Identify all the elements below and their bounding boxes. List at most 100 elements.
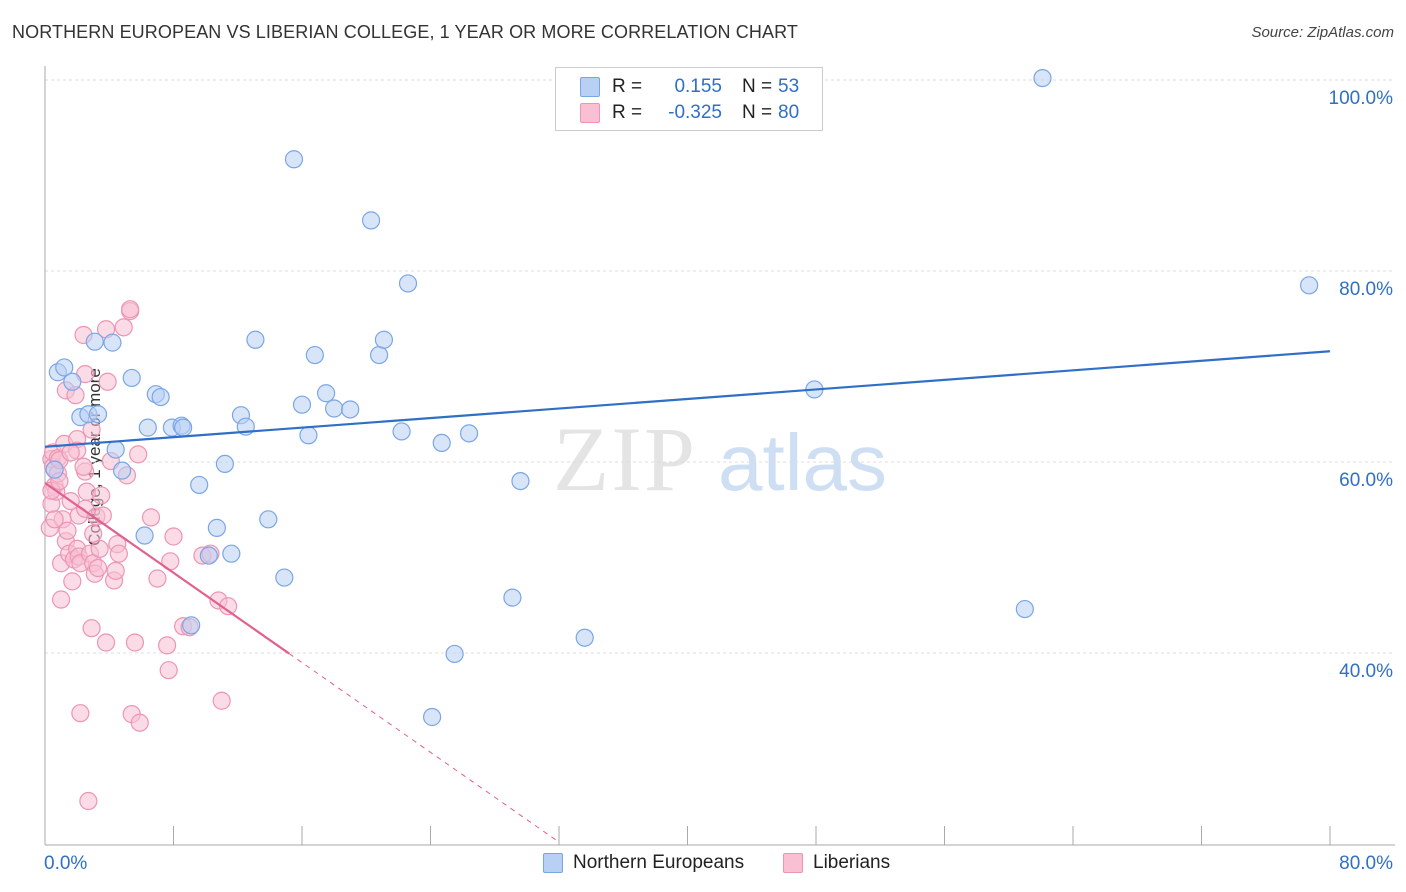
- legend-n-value: 80: [778, 102, 800, 123]
- liberian-point: [45, 510, 64, 529]
- legend-n-label: N =: [742, 76, 773, 97]
- bottom-legend-label: Northern Europeans: [573, 852, 745, 873]
- northern-european-point: [138, 418, 157, 437]
- legend-swatch-pink: [580, 103, 600, 123]
- northern-european-point: [222, 544, 241, 563]
- liberian-point: [79, 791, 98, 811]
- northern-european-point: [432, 433, 451, 452]
- liberian-point: [82, 619, 101, 638]
- x-tick-label-min: 0.0%: [44, 853, 87, 874]
- y-tick-label: 100.0%: [1329, 88, 1394, 109]
- liberian-point: [74, 457, 93, 476]
- northern-european-point: [174, 418, 193, 437]
- chart-title: NORTHERN EUROPEAN VS LIBERIAN COLLEGE, 1…: [12, 22, 798, 42]
- northern-european-point: [85, 332, 104, 351]
- liberian-point: [88, 558, 108, 578]
- northern-european-point: [305, 345, 324, 365]
- legend-n-label: N =: [742, 102, 773, 123]
- liberian-point: [58, 521, 77, 540]
- northern-european-point: [151, 387, 170, 407]
- liberian-point: [61, 443, 80, 462]
- liberian-point: [125, 633, 145, 652]
- northern-european-point: [511, 472, 530, 491]
- northern-european-point: [503, 588, 522, 607]
- liberian-point: [63, 572, 82, 591]
- northern-european-point: [361, 211, 381, 230]
- liberian-point: [130, 713, 149, 732]
- y-tick-label: 60.0%: [1339, 470, 1393, 491]
- y-tick-label: 80.0%: [1339, 279, 1393, 300]
- liberian-point: [157, 636, 177, 655]
- northern-european-point: [122, 368, 141, 388]
- bottom-legend-label: Liberians: [813, 852, 891, 873]
- northern-european-point: [423, 707, 442, 727]
- northern-european-point: [1033, 68, 1052, 88]
- liberian-point: [92, 486, 111, 505]
- liberian-point: [141, 508, 161, 527]
- liberian-point: [159, 661, 178, 680]
- northern-european-point: [398, 274, 418, 293]
- legend-row-liberians: R = -0.325 N = 80: [580, 101, 799, 125]
- northern-european-point: [284, 150, 304, 169]
- northern-european-point: [292, 395, 312, 414]
- legend-row-northern-europeans: R = 0.155 N = 53: [580, 75, 799, 99]
- northern-european-point: [135, 526, 154, 545]
- liberian-point: [71, 704, 90, 723]
- legend-swatch-blue: [580, 77, 600, 97]
- northern-european-point: [63, 372, 82, 391]
- northern-european-point: [316, 384, 336, 403]
- northern-european-point: [259, 510, 278, 529]
- legend-r-label: R =: [612, 102, 643, 123]
- northern-european-point: [190, 475, 209, 495]
- northern-european-point: [341, 400, 360, 419]
- bottom-legend-swatch-pink: [783, 853, 803, 873]
- northern-european-point: [459, 424, 479, 443]
- northern-european-point: [374, 330, 394, 349]
- northern-european-point: [199, 546, 218, 565]
- northern-european-point: [445, 644, 464, 664]
- trend-line-extension-liberians: [288, 653, 560, 843]
- liberian-point: [51, 590, 71, 609]
- northern-european-point: [275, 568, 294, 587]
- liberian-point: [212, 691, 231, 710]
- northern-european-point: [1300, 276, 1319, 295]
- liberian-point: [106, 561, 125, 580]
- liberian-point: [90, 539, 109, 559]
- bottom-legend-swatch-blue: [543, 853, 563, 873]
- northern-european-point: [112, 461, 132, 480]
- trend-line-liberians: [44, 482, 290, 655]
- legend-n-value: 53: [778, 76, 800, 97]
- northern-european-point: [325, 399, 344, 418]
- northern-european-point: [103, 333, 122, 352]
- liberian-point: [114, 318, 133, 337]
- stats-legend: R = 0.155 N = 53 R = -0.325 N = 80: [555, 67, 823, 131]
- northern-european-point: [246, 330, 265, 349]
- northern-european-point: [55, 358, 74, 377]
- northern-european-point: [106, 440, 125, 459]
- legend-r-label: R =: [612, 76, 643, 97]
- liberian-point: [164, 527, 183, 546]
- liberian-point: [98, 372, 117, 391]
- northern-european-point: [88, 405, 108, 424]
- watermark-zip: ZIP: [553, 408, 697, 510]
- northern-european-point: [207, 518, 226, 537]
- source-credit: Source: ZipAtlas.com: [1251, 24, 1394, 41]
- liberian-point: [121, 300, 140, 319]
- northern-european-point: [392, 422, 411, 441]
- liberian-point: [129, 445, 148, 464]
- liberian-point: [96, 633, 116, 652]
- northern-european-point: [182, 616, 201, 635]
- liberian-point: [84, 524, 103, 543]
- bottom-legend-liberians: Liberians: [783, 852, 890, 874]
- liberian-point: [148, 569, 167, 588]
- legend-r-value: 0.155: [674, 76, 722, 97]
- legend-r-value: -0.325: [668, 102, 722, 123]
- northern-european-point: [1015, 599, 1034, 619]
- northern-european-point: [299, 426, 318, 445]
- northern-european-point: [370, 345, 389, 365]
- northern-european-point: [575, 628, 594, 647]
- x-tick-label-max: 80.0%: [1339, 853, 1393, 874]
- northern-european-point: [45, 460, 64, 479]
- liberian-point: [93, 506, 112, 525]
